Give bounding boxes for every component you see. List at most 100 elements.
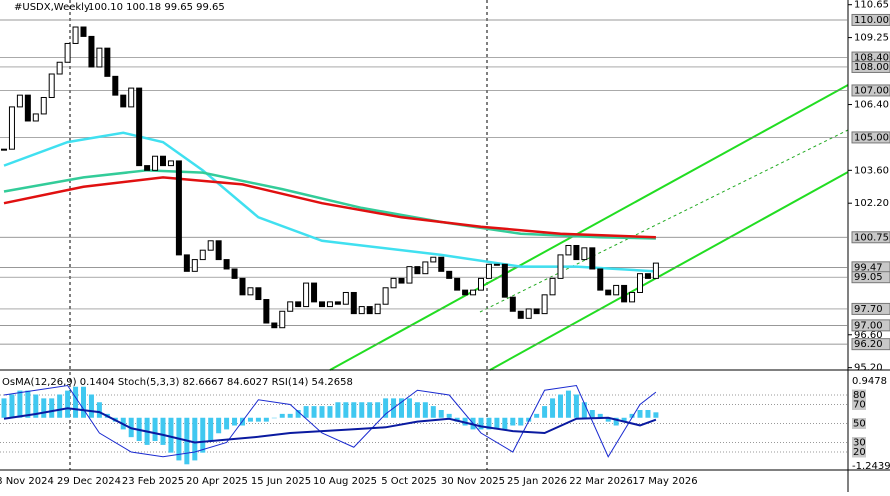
x-tick-label: 8 Nov 2024 [0,476,54,487]
osma-bar [375,402,381,418]
osma-bar [383,398,389,418]
osma-bar [49,398,55,418]
indicator-title: OsMA(12,26,9) 0.1404 Stoch(5,3,3) 82.666… [2,377,353,388]
osma-bar [343,402,349,418]
level-label: 99.05 [854,272,883,283]
osma-bar [192,417,198,461]
osma-bar [168,417,174,453]
x-tick-label: 30 Nov 2025 [441,476,505,487]
candle [8,106,15,150]
level-box [851,13,890,26]
osma-bar [160,417,166,445]
osma-bar [494,417,500,430]
moving-average [3,131,656,273]
channel-midline [479,129,849,313]
level-box [852,389,866,401]
y-tick-label: 103.60 [854,165,889,176]
osma-bar [613,417,619,426]
candle [32,113,39,122]
level-box [851,271,890,284]
osma-bar [232,417,238,426]
candle [40,96,47,115]
candle [231,268,238,279]
osma-bar [311,406,317,418]
candle [128,87,135,108]
candle [525,308,532,319]
osma-bar [96,402,102,418]
osma-bar [263,417,269,422]
candle [120,94,127,108]
level-box [851,302,890,315]
x-tick-label: 15 Jun 2025 [251,476,311,487]
candle [565,244,572,256]
candle [422,261,429,275]
level-label: 99.47 [854,262,883,273]
x-tick-label: 22 Mar 2026 [569,476,632,487]
moving-average [3,169,656,240]
candle [342,291,349,305]
candle [112,75,119,96]
channel-line [329,84,849,371]
candle [303,282,310,308]
candle [72,26,79,44]
osma-bar [542,406,548,418]
level-box [851,338,890,351]
osma-bar [589,410,595,418]
candle [493,263,500,266]
level-box [852,437,866,448]
candle [613,284,620,296]
candle [637,273,643,293]
osma-bar [414,402,420,418]
candle [199,249,206,261]
candle [279,310,286,329]
candle [56,61,63,75]
x-tick-label: 29 Dec 2024 [57,476,121,487]
candle [541,294,548,315]
candle [533,308,540,315]
symbol: #USDX,Weekly [14,2,90,13]
level-label: 105.00 [854,132,889,143]
level-label: 108.40 [854,53,889,64]
candle [167,160,174,167]
candle [104,47,111,77]
channel-line [489,171,849,371]
osma-bar [295,410,301,418]
osma-bar [510,417,516,426]
candle [239,277,246,296]
osma-bar [359,402,365,418]
osma-bar [621,417,627,422]
candle [175,160,182,256]
osma-bar [9,394,15,418]
osma-bar [303,406,309,418]
candle [581,247,588,261]
osma-bar [637,410,643,418]
candle [366,306,373,315]
candle [88,35,95,68]
candle [597,268,604,291]
candle [644,273,651,279]
candle [390,277,397,289]
candle [255,287,262,301]
osma-bar [224,417,230,430]
candle [136,87,143,167]
osma-bar [406,398,412,418]
candle [207,240,214,251]
x-tick-label: 23 Feb 2025 [122,476,184,487]
level-box [851,231,890,244]
osma-bar [41,398,47,418]
candle [183,254,190,272]
osma-bar [351,402,357,418]
osma-bar [335,402,341,418]
candle [144,165,151,171]
osma-bar [478,417,484,430]
level-box [851,319,890,332]
level-label: 97.70 [854,304,883,315]
candle [374,303,381,315]
candle [414,266,421,275]
y-tick-label: 106.40 [854,100,889,111]
level-label: 97.00 [854,320,883,331]
candle [319,301,325,308]
osma-bar [438,410,444,418]
candle [223,259,230,270]
y-tick-label: 109.25 [854,33,889,44]
